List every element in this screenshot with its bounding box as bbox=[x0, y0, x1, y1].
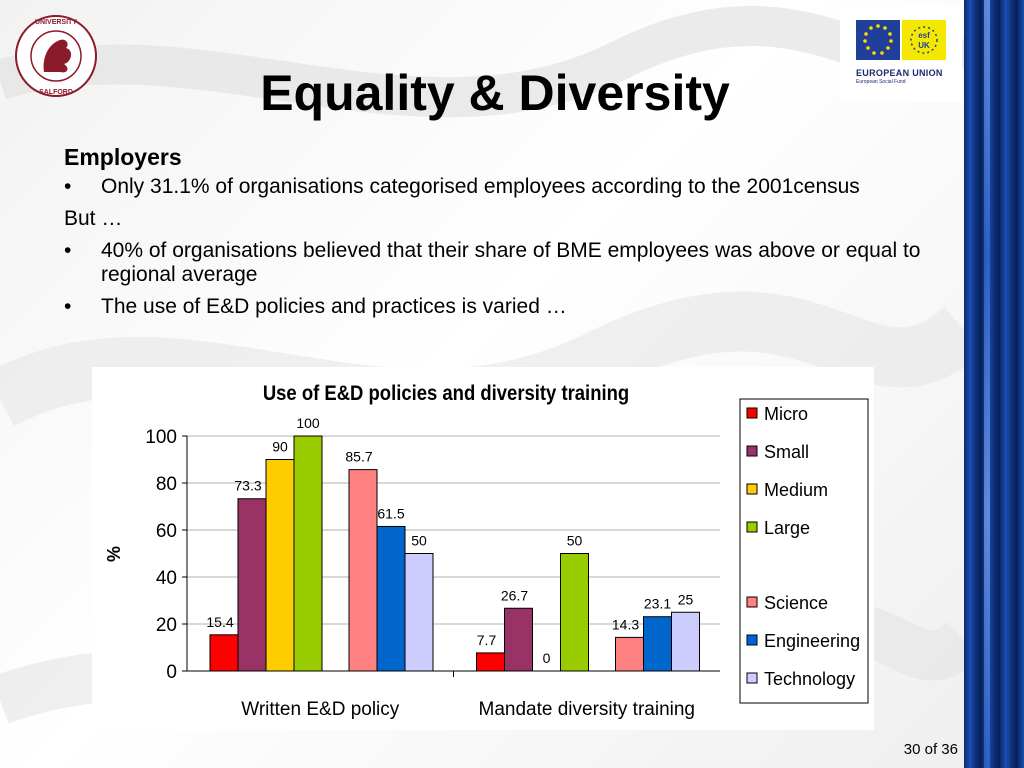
svg-text:esf: esf bbox=[918, 31, 930, 40]
eu-caption: EUROPEAN UNION bbox=[856, 68, 943, 78]
bar bbox=[404, 553, 434, 672]
data-label: 73.3 bbox=[234, 478, 261, 494]
slide-content: Employers • Only 31.1% of organisations … bbox=[64, 145, 924, 327]
bullet-text: Only 31.1% of organisations categorised … bbox=[101, 175, 860, 198]
data-label: 50 bbox=[411, 533, 427, 549]
bar bbox=[237, 498, 267, 672]
but-text: But … bbox=[64, 207, 123, 230]
data-label: 50 bbox=[567, 533, 583, 549]
chart-panel: Use of E&D policies and diversity traini… bbox=[92, 367, 874, 730]
eu-logo: esf UK EUROPEAN UNION European Social Fu… bbox=[840, 6, 962, 102]
legend-swatch bbox=[746, 596, 758, 608]
y-tick-label: 0 bbox=[166, 662, 177, 683]
y-tick-label: 60 bbox=[156, 521, 177, 542]
university-logo: UNIVERSITY SALFORD bbox=[15, 15, 97, 97]
legend-swatch bbox=[746, 445, 758, 457]
bar-chart: Use of E&D policies and diversity traini… bbox=[104, 382, 869, 720]
data-label: 61.5 bbox=[377, 505, 404, 521]
data-label: 25 bbox=[678, 591, 694, 607]
bar bbox=[643, 616, 672, 672]
legend-label: Small bbox=[764, 442, 809, 462]
data-label: 14.3 bbox=[612, 616, 639, 632]
data-label: 85.7 bbox=[345, 449, 372, 465]
eu-subcaption: European Social Fund bbox=[856, 79, 906, 85]
legend-label: Medium bbox=[764, 480, 828, 500]
legend-label: Science bbox=[764, 593, 828, 613]
bar bbox=[265, 459, 295, 672]
bar bbox=[476, 652, 505, 672]
svg-text:UK: UK bbox=[918, 41, 930, 50]
bullet-item: • 40% of organisations believed that the… bbox=[64, 239, 924, 287]
bullet-marker: • bbox=[64, 295, 72, 318]
data-label: 90 bbox=[272, 439, 288, 455]
y-axis-label: % bbox=[104, 546, 124, 562]
bar bbox=[504, 607, 533, 672]
legend-swatch bbox=[746, 634, 758, 646]
legend-label: Large bbox=[764, 518, 810, 538]
y-tick-label: 40 bbox=[156, 568, 177, 589]
chart-title: Use of E&D policies and diversity traini… bbox=[263, 382, 629, 405]
bar bbox=[671, 611, 700, 672]
bar bbox=[209, 634, 239, 672]
legend-box bbox=[739, 398, 869, 704]
legend-swatch bbox=[746, 483, 758, 495]
slide-title: Equality & Diversity bbox=[260, 65, 730, 121]
bullet-marker: • bbox=[64, 239, 72, 262]
data-label: 23.1 bbox=[644, 596, 671, 612]
data-label: 15.4 bbox=[206, 614, 233, 630]
bullet-marker: • bbox=[64, 175, 72, 198]
bullet-text: 40% of organisations believed that their… bbox=[101, 239, 921, 286]
svg-text:SALFORD: SALFORD bbox=[39, 89, 73, 96]
legend-label: Micro bbox=[764, 404, 808, 424]
data-label: 0 bbox=[543, 650, 551, 666]
x-category-label: Written E&D policy bbox=[241, 699, 400, 720]
bullet-text: The use of E&D policies and practices is… bbox=[101, 295, 567, 318]
y-tick-label: 100 bbox=[145, 427, 177, 448]
lion-icon bbox=[43, 39, 72, 73]
data-label: 26.7 bbox=[501, 587, 528, 603]
y-tick-label: 20 bbox=[156, 615, 177, 636]
bullet-item: • The use of E&D policies and practices … bbox=[64, 295, 924, 319]
legend-label: Engineering bbox=[764, 631, 860, 651]
data-label: 7.7 bbox=[477, 632, 497, 648]
section-heading: Employers bbox=[64, 144, 182, 170]
bar bbox=[293, 435, 323, 672]
bar bbox=[376, 525, 406, 672]
y-tick-label: 80 bbox=[156, 474, 177, 495]
bar bbox=[615, 636, 644, 672]
decorative-side-bar bbox=[964, 0, 1024, 768]
legend-swatch bbox=[746, 672, 758, 684]
legend-swatch bbox=[746, 521, 758, 533]
bar bbox=[348, 469, 378, 672]
bullet-item: • Only 31.1% of organisations categorise… bbox=[64, 175, 924, 199]
legend-swatch bbox=[746, 407, 758, 419]
eu-flag-icon: esf UK bbox=[856, 20, 946, 60]
svg-text:UNIVERSITY: UNIVERSITY bbox=[35, 19, 77, 26]
legend-label: Technology bbox=[764, 669, 855, 689]
x-category-label: Mandate diversity training bbox=[479, 699, 696, 720]
bar bbox=[560, 553, 589, 672]
data-label: 100 bbox=[296, 415, 320, 431]
page-number: 30 of 36 bbox=[903, 741, 958, 758]
